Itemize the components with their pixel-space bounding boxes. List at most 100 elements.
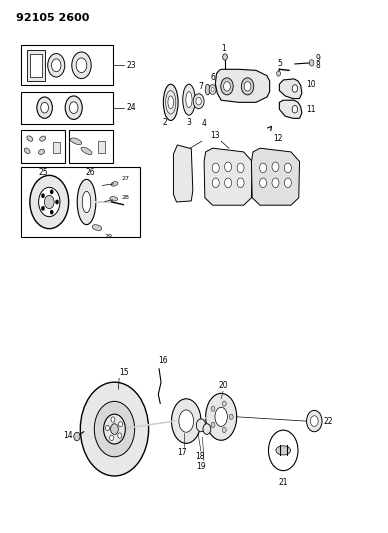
Circle shape bbox=[292, 85, 298, 92]
Text: 10: 10 bbox=[307, 80, 316, 88]
Circle shape bbox=[237, 163, 244, 173]
Circle shape bbox=[30, 175, 69, 229]
Circle shape bbox=[76, 58, 87, 72]
Bar bbox=[53, 142, 60, 153]
Circle shape bbox=[272, 162, 279, 172]
Circle shape bbox=[237, 178, 244, 188]
Bar bbox=[69, 130, 113, 163]
Circle shape bbox=[223, 54, 227, 60]
Circle shape bbox=[41, 102, 48, 113]
Ellipse shape bbox=[206, 393, 237, 440]
Text: 15: 15 bbox=[120, 368, 129, 376]
Circle shape bbox=[241, 78, 254, 95]
Text: 27: 27 bbox=[121, 176, 130, 181]
Text: 4: 4 bbox=[201, 119, 206, 128]
Circle shape bbox=[110, 435, 114, 441]
Text: 13: 13 bbox=[211, 131, 220, 140]
Ellipse shape bbox=[27, 136, 33, 141]
Circle shape bbox=[260, 178, 267, 188]
Circle shape bbox=[229, 414, 233, 419]
Polygon shape bbox=[204, 148, 252, 205]
Ellipse shape bbox=[163, 84, 178, 120]
Circle shape bbox=[111, 424, 118, 434]
Circle shape bbox=[104, 414, 125, 444]
Bar bbox=[21, 45, 113, 85]
Circle shape bbox=[209, 85, 216, 94]
Text: 24: 24 bbox=[127, 103, 137, 112]
Circle shape bbox=[307, 410, 322, 432]
Ellipse shape bbox=[111, 182, 118, 186]
Ellipse shape bbox=[70, 138, 82, 144]
Text: 11: 11 bbox=[307, 105, 316, 114]
Circle shape bbox=[212, 163, 219, 173]
Circle shape bbox=[106, 425, 109, 431]
Circle shape bbox=[211, 406, 215, 411]
Circle shape bbox=[196, 98, 201, 105]
Text: 7: 7 bbox=[198, 82, 203, 91]
Text: 3: 3 bbox=[187, 118, 191, 127]
Circle shape bbox=[80, 382, 149, 476]
Text: 29: 29 bbox=[105, 234, 113, 239]
Circle shape bbox=[222, 427, 226, 433]
Ellipse shape bbox=[186, 92, 192, 108]
Polygon shape bbox=[279, 100, 302, 118]
Circle shape bbox=[69, 102, 78, 114]
Ellipse shape bbox=[82, 191, 91, 213]
Circle shape bbox=[119, 422, 123, 427]
Ellipse shape bbox=[179, 410, 194, 432]
Circle shape bbox=[44, 195, 54, 209]
Circle shape bbox=[310, 416, 318, 426]
Bar bbox=[98, 141, 105, 153]
Bar bbox=[21, 92, 113, 124]
Text: 9: 9 bbox=[315, 54, 320, 63]
Ellipse shape bbox=[168, 96, 173, 109]
Polygon shape bbox=[173, 145, 193, 202]
Ellipse shape bbox=[166, 91, 176, 114]
Ellipse shape bbox=[183, 84, 195, 115]
Circle shape bbox=[42, 206, 45, 211]
Circle shape bbox=[309, 60, 314, 66]
Circle shape bbox=[212, 178, 219, 188]
Text: 25: 25 bbox=[38, 168, 48, 177]
Ellipse shape bbox=[40, 136, 46, 141]
Ellipse shape bbox=[38, 149, 45, 155]
Text: 6: 6 bbox=[210, 73, 215, 82]
Circle shape bbox=[284, 178, 291, 188]
Bar bbox=[21, 130, 65, 163]
Text: 21: 21 bbox=[279, 478, 288, 487]
Circle shape bbox=[221, 78, 233, 95]
Circle shape bbox=[211, 87, 214, 92]
Circle shape bbox=[74, 432, 80, 441]
Bar bbox=[21, 167, 140, 237]
Text: 18: 18 bbox=[195, 453, 204, 462]
Ellipse shape bbox=[81, 147, 92, 155]
Circle shape bbox=[244, 82, 251, 91]
Circle shape bbox=[272, 178, 279, 188]
Circle shape bbox=[50, 210, 53, 214]
Circle shape bbox=[50, 190, 53, 194]
Text: 22: 22 bbox=[324, 417, 333, 425]
Circle shape bbox=[55, 200, 59, 204]
Bar bbox=[27, 50, 45, 80]
Ellipse shape bbox=[110, 197, 118, 201]
Circle shape bbox=[203, 424, 211, 434]
Circle shape bbox=[42, 193, 45, 198]
Text: 17: 17 bbox=[178, 448, 187, 457]
Text: 14: 14 bbox=[63, 431, 73, 440]
Polygon shape bbox=[279, 79, 302, 99]
Ellipse shape bbox=[215, 407, 227, 426]
Circle shape bbox=[196, 419, 206, 432]
Ellipse shape bbox=[205, 84, 210, 95]
Circle shape bbox=[277, 71, 281, 76]
Circle shape bbox=[211, 422, 215, 427]
Circle shape bbox=[223, 82, 230, 91]
Circle shape bbox=[260, 163, 267, 173]
Ellipse shape bbox=[171, 399, 201, 443]
Text: 23: 23 bbox=[127, 61, 137, 70]
Ellipse shape bbox=[77, 179, 96, 225]
Circle shape bbox=[37, 97, 52, 118]
Circle shape bbox=[222, 401, 226, 406]
Circle shape bbox=[268, 430, 298, 471]
Polygon shape bbox=[251, 148, 300, 205]
Circle shape bbox=[94, 401, 135, 457]
